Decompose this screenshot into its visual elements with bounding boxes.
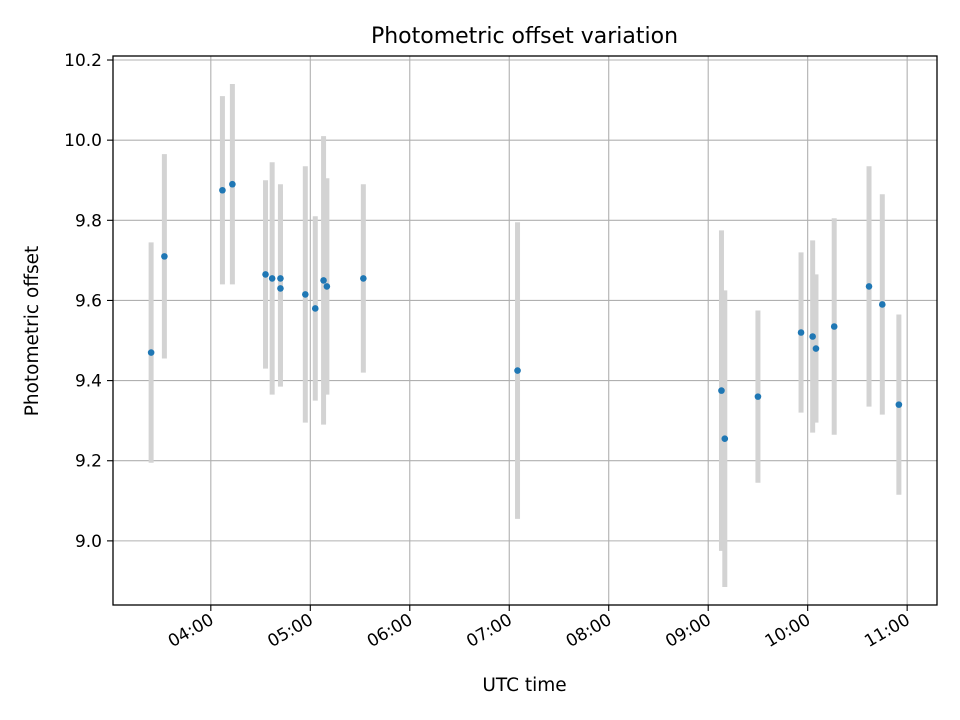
y-axis-label: Photometric offset [22,246,43,417]
data-point [268,275,276,282]
data-point [360,275,367,282]
y-tick-label: 10.2 [64,51,102,71]
data-point [229,180,236,188]
data-point [754,393,762,400]
y-axis-ticks: 9.0 9.2 9.4 9.6 9.8 10.0 10.2 [64,51,113,552]
y-tick-label: 9.8 [75,211,102,231]
data-point [311,305,319,312]
data-point [302,291,309,298]
data-point [219,186,226,194]
y-tick-label: 9.2 [75,452,102,472]
x-axis-label: UTC time [482,675,566,696]
y-tick-label: 9.6 [75,291,102,311]
y-tick-label: 9.0 [75,532,102,552]
data-point [277,275,284,282]
data-point [878,301,886,308]
data-point [865,283,873,290]
data-point [809,333,816,340]
y-tick-label: 9.4 [75,372,102,392]
data-point [797,329,805,336]
data-points [147,180,903,442]
data-point [320,277,327,284]
data-point [895,401,903,408]
data-point [323,283,331,290]
y-tick-label: 10.0 [64,131,102,151]
data-point [718,387,725,394]
data-point [830,323,838,330]
data-point [147,349,155,356]
data-point [277,285,284,292]
data-point [812,345,820,352]
data-point [721,435,729,442]
data-point [262,271,269,278]
data-point [514,367,521,374]
chart-title: Photometric offset variation [371,24,678,49]
plot-frame [112,55,938,606]
data-point [161,253,168,260]
